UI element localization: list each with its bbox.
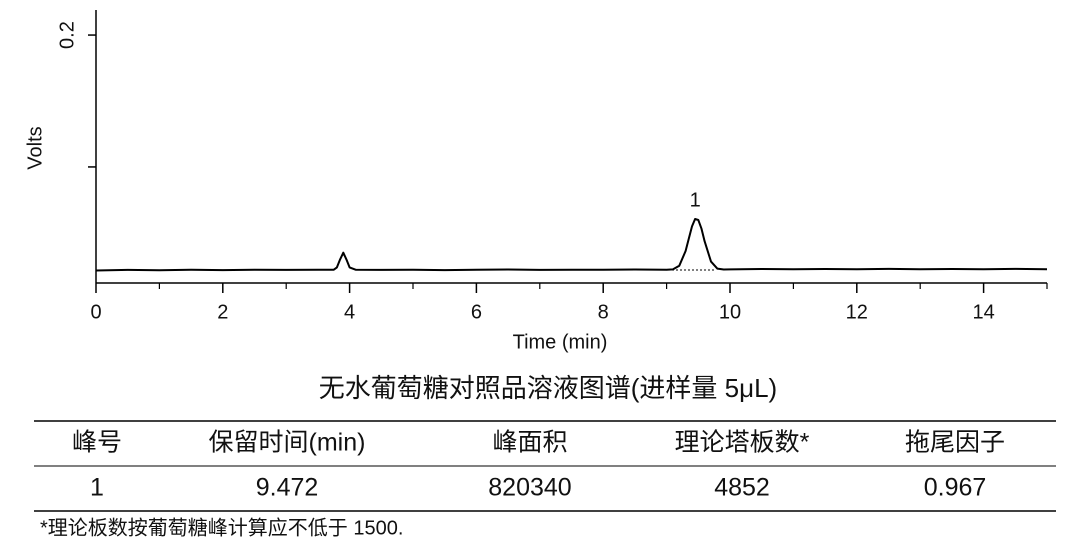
table-cell: 4852 (714, 474, 770, 502)
x-tick-label: 12 (846, 301, 868, 323)
table-cell: 820340 (488, 474, 571, 502)
table-header: 峰面积 (492, 429, 567, 457)
x-tick-label: 4 (344, 301, 355, 323)
table-header: 峰号 (72, 429, 122, 457)
x-axis-label: Time (min) (513, 331, 608, 353)
x-tick-label: 2 (217, 301, 228, 323)
y-axis-label: Volts (24, 126, 46, 169)
table-header: 拖尾因子 (905, 429, 1005, 457)
signal-line (95, 218, 1048, 272)
x-tick-label: 0 (90, 301, 101, 323)
x-tick-label: 14 (972, 301, 994, 323)
table-cell: 9.472 (256, 474, 319, 502)
table-cell: 0.967 (924, 474, 987, 502)
table-cell: 1 (90, 474, 104, 502)
peak-label: 1 (690, 189, 701, 211)
footnote: *理论板数按葡萄糖峰计算应不低于 1500. (40, 516, 403, 539)
caption: 无水葡萄糖对照品溶液图谱(进样量 5μL) (319, 373, 777, 403)
table-header: 保留时间(min) (209, 429, 366, 457)
table-header: 理论塔板数* (675, 429, 810, 457)
x-tick-label: 6 (471, 301, 482, 323)
x-tick-label: 8 (598, 301, 609, 323)
x-tick-label: 10 (719, 301, 741, 323)
y-tick-label: 0.2 (56, 21, 78, 49)
